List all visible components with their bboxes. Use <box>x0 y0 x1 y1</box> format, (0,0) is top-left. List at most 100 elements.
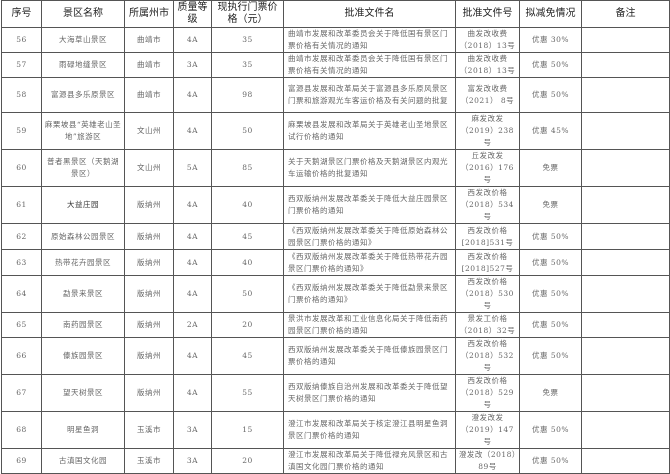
table-row: 64 勐景来景区 版纳州 4A 50 《西双版纳州发展改革委关于降低勐景来景区门票价格的通… <box>1 275 670 313</box>
cell-note <box>581 149 670 187</box>
cell-no: 57 <box>1 52 42 78</box>
cell-no: 61 <box>1 186 42 224</box>
table-row: 58 富源县多乐原景区 曲靖市 4A 98 富源县发展和改革局关于富源县多乐原风景区门票和… <box>1 77 670 113</box>
table-row: 60 普者黑景区（天鹅湖景区） 文山州 5A 85 关于天鹅湖景区门票价格及天鹅湖景区内观… <box>1 149 670 187</box>
cell-no: 59 <box>1 112 42 150</box>
cell-no: 65 <box>1 312 42 338</box>
cell-grade: 4A <box>173 223 212 250</box>
cell-docno: 麻发改发（2019）238号 <box>455 112 520 150</box>
cell-discount: 免票 <box>519 186 582 224</box>
cell-doc: 《西双版纳州发展改革委关于降低原始森林公园景区门票价格的通知》 <box>283 223 456 250</box>
cell-docno: 西发改价格[2018]527号 <box>455 249 520 276</box>
cell-name: 傣族园景区 <box>41 337 125 375</box>
cell-no: 62 <box>1 223 42 250</box>
cell-doc: 富源县发展和改革局关于富源县多乐原风景区门票和旅游观光车客运价格及有关问题的批复 <box>283 77 456 113</box>
cell-discount: 免票 <box>519 374 582 412</box>
cell-no: 64 <box>1 275 42 313</box>
cell-doc: 西双版纳傣族自治州发展和改革委关于降低望天树景区门票价格的通知 <box>283 374 456 412</box>
cell-no: 69 <box>1 448 42 474</box>
cell-note <box>581 52 670 78</box>
cell-docno: 西发改价格（2018）534号 <box>455 186 520 224</box>
cell-name: 古滇国文化园 <box>41 448 125 474</box>
cell-price: 15 <box>211 411 284 449</box>
table-row: 59 麻栗坡县“英雄老山圣地”旅游区 文山州 4A 50 麻栗坡县发展和改革局关于英雄老山… <box>1 112 670 150</box>
cell-city: 曲靖市 <box>124 52 174 78</box>
cell-discount: 优惠 50% <box>519 77 582 113</box>
cell-price: 40 <box>211 249 284 276</box>
cell-note <box>581 337 670 375</box>
cell-name: 勐景来景区 <box>41 275 125 313</box>
cell-price: 85 <box>211 149 284 187</box>
table-row: 56 大海草山景区 曲靖市 4A 35 曲靖市发展和改革委员会关于降低国有景区门票价格有关… <box>1 27 670 53</box>
cell-doc: 澄江市发展和改革局关于降低禄充风景区和古滇国文化园门票价格的通知 <box>283 448 456 474</box>
cell-doc: 景洪市发展改革和工业信息化局关于降低南药园景区门票价格的通知 <box>283 312 456 338</box>
cell-no: 60 <box>1 149 42 187</box>
cell-name: 南药园景区 <box>41 312 125 338</box>
cell-price: 50 <box>211 275 284 313</box>
table-row: 67 望天树景区 版纳州 4A 55 西双版纳傣族自治州发展和改革委关于降低望天树景区门票… <box>1 374 670 412</box>
cell-note <box>581 112 670 150</box>
cell-docno: 西发改价格（2018）529号 <box>455 374 520 412</box>
cell-docno: 澄发改发（2019）147号 <box>455 411 520 449</box>
cell-name: 雨碌地缝景区 <box>41 52 125 78</box>
cell-note <box>581 448 670 474</box>
cell-note <box>581 27 670 53</box>
cell-note <box>581 374 670 412</box>
table-row: 66 傣族园景区 版纳州 4A 45 西双版纳州发展改革委关于降低傣族园景区门票价格的通知… <box>1 337 670 375</box>
cell-name: 大益庄园 <box>41 186 125 224</box>
cell-grade: 3A <box>173 52 212 78</box>
cell-docno: 丘发改发（2016）176号 <box>455 149 520 187</box>
cell-discount: 优惠 50% <box>519 275 582 313</box>
table-row: 68 明星鱼洞 玉溪市 3A 15 澄江市发展和改革局关于核定澄江县明星鱼洞景区门票价格的… <box>1 411 670 449</box>
cell-city: 文山州 <box>124 112 174 150</box>
cell-note <box>581 249 670 276</box>
cell-name: 麻栗坡县“英雄老山圣地”旅游区 <box>41 112 125 150</box>
cell-price: 20 <box>211 448 284 474</box>
cell-grade: 2A <box>173 312 212 338</box>
cell-price: 20 <box>211 312 284 338</box>
cell-price: 35 <box>211 27 284 53</box>
cell-docno: 曲发改收费（2018）13号 <box>455 52 520 78</box>
cell-price: 55 <box>211 374 284 412</box>
cell-doc: 西双版纳州发展改革委关于降低傣族园景区门票价格的通知 <box>283 337 456 375</box>
cell-note <box>581 411 670 449</box>
table-row: 57 雨碌地缝景区 曲靖市 3A 35 曲靖市发展和改革委员会关于降低国有景区门票价格有关… <box>1 52 670 78</box>
cell-grade: 3A <box>173 411 212 449</box>
cell-grade: 4A <box>173 374 212 412</box>
cell-discount: 优惠 50% <box>519 223 582 250</box>
cell-discount: 优惠 50% <box>519 52 582 78</box>
cell-discount: 优惠 50% <box>519 312 582 338</box>
cell-discount: 免票 <box>519 149 582 187</box>
cell-grade: 4A <box>173 186 212 224</box>
cell-docno: 景发工价格（2018）32号 <box>455 312 520 338</box>
header-col-price: 现执行门票价格（元） <box>211 0 284 28</box>
cell-city: 玉溪市 <box>124 448 174 474</box>
cell-city: 曲靖市 <box>124 77 174 113</box>
cell-note <box>581 186 670 224</box>
cell-grade: 4A <box>173 337 212 375</box>
cell-docno: 曲发改收费（2018）13号 <box>455 27 520 53</box>
table-row: 63 热带花卉园景区 版纳州 4A 40 《西双版纳州发展改革委关于降低热带花卉园景区门票… <box>1 249 670 276</box>
cell-grade: 5A <box>173 149 212 187</box>
cell-discount: 优惠 50% <box>519 448 582 474</box>
cell-note <box>581 275 670 313</box>
cell-name: 原始森林公园景区 <box>41 223 125 250</box>
cell-grade: 4A <box>173 275 212 313</box>
header-row: 序号 景区名称 所属州市 质量等级 现执行门票价格（元） 批准文件名 批准文件号 拟减免情况备… <box>1 0 670 28</box>
cell-docno: 西发改价格[2018]531号 <box>455 223 520 250</box>
cell-doc: 麻栗坡县发展和改革局关于英雄老山圣地景区试行价格的通知 <box>283 112 456 150</box>
cell-grade: 4A <box>173 27 212 53</box>
cell-grade: 4A <box>173 249 212 276</box>
cell-price: 40 <box>211 186 284 224</box>
cell-note <box>581 312 670 338</box>
cell-no: 56 <box>1 27 42 53</box>
cell-price: 50 <box>211 112 284 150</box>
table-row: 62 原始森林公园景区 版纳州 4A 45 《西双版纳州发展改革委关于降低原始森林公园景区… <box>1 223 670 250</box>
cell-discount: 优惠 50% <box>519 249 582 276</box>
header-col-note: 备注 <box>581 0 670 28</box>
cell-doc: 澄江市发展和改革局关于核定澄江县明星鱼洞景区门票价格的通知 <box>283 411 456 449</box>
cell-price: 45 <box>211 337 284 375</box>
cell-grade: 4A <box>173 112 212 150</box>
cell-name: 大海草山景区 <box>41 27 125 53</box>
